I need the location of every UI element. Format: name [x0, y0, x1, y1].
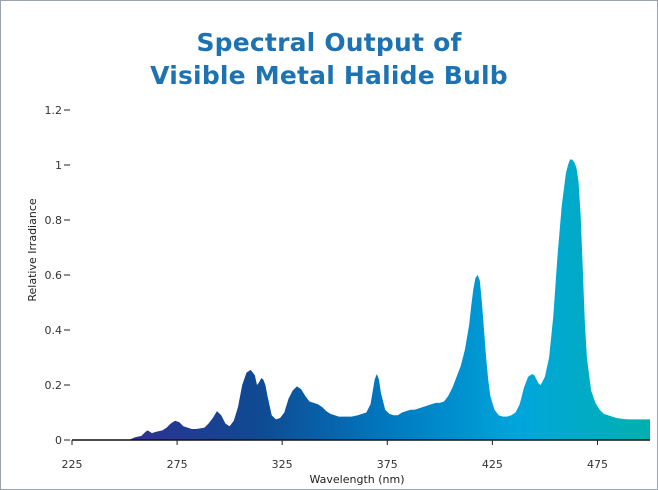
y-tick-label: 0.4 [45, 324, 63, 337]
x-tick-label: 375 [377, 458, 398, 471]
y-tick-label: 0.2 [45, 379, 63, 392]
y-tick-label: 0.8 [45, 214, 63, 227]
x-tick-label: 325 [272, 458, 293, 471]
chart-title-line-2: Visible Metal Halide Bulb [150, 61, 508, 90]
chart-title-line-1: Spectral Output of [196, 28, 462, 57]
y-tick-label: 1 [55, 159, 62, 172]
spectrum-area [128, 159, 650, 440]
axes: 0 0.2 0.4 0.6 0.8 1 1.2 225 275 325 375 425 475 [45, 104, 650, 471]
x-tick-label: 475 [587, 458, 608, 471]
plot-area [128, 159, 650, 440]
y-tick-label: 1.2 [45, 104, 63, 117]
x-tick-label: 225 [62, 458, 83, 471]
x-tick-label: 275 [167, 458, 188, 471]
y-axis-title: Relative Irradiance [26, 198, 39, 301]
x-tick-label: 425 [482, 458, 503, 471]
x-axis-title: Wavelength (nm) [309, 473, 404, 486]
y-tick-label: 0.6 [45, 269, 63, 282]
chart-title: Spectral Output of Visible Metal Halide … [0, 26, 658, 92]
y-tick-label: 0 [55, 434, 62, 447]
